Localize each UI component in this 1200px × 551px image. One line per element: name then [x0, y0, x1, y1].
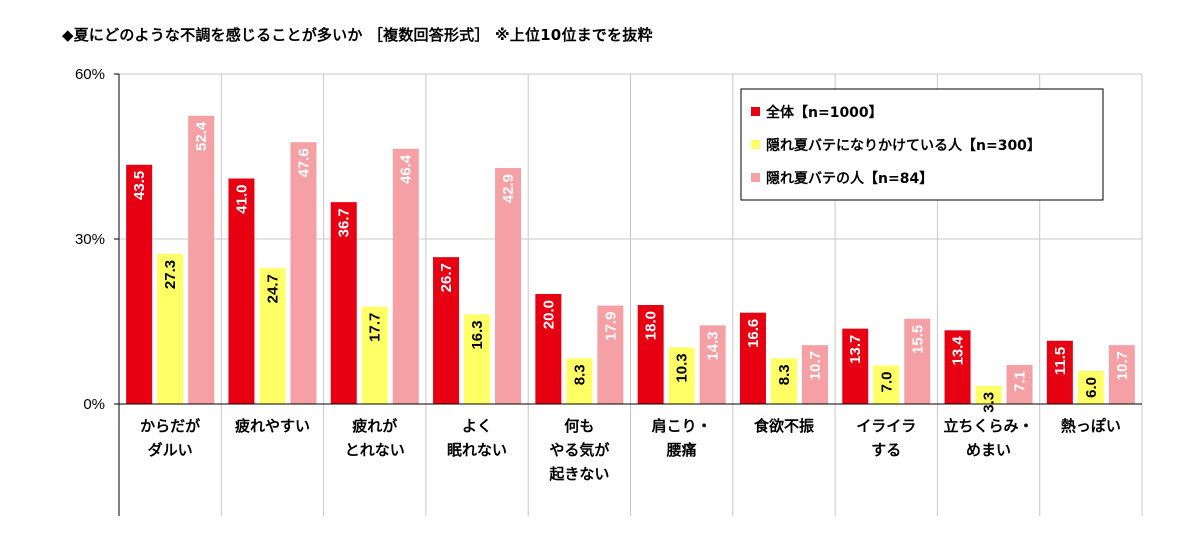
- x-tick-label: 立ちくらみ・: [944, 417, 1034, 435]
- data-label: 27.3: [162, 260, 179, 289]
- data-label: 13.7: [847, 335, 864, 364]
- bar: [597, 305, 624, 404]
- data-label: 26.7: [438, 263, 455, 292]
- x-tick-label: ダルい: [148, 441, 193, 459]
- bar: [1046, 340, 1073, 404]
- x-tick-label: 眠れない: [447, 441, 507, 459]
- data-label: 15.5: [909, 325, 926, 354]
- x-tick-label: 疲れが: [352, 417, 398, 435]
- data-label: 8.3: [776, 364, 793, 385]
- data-label: 10.7: [807, 351, 824, 380]
- bar: [464, 314, 491, 404]
- data-label: 16.6: [745, 319, 762, 348]
- bar: [392, 148, 419, 404]
- bar: [188, 115, 215, 405]
- x-tick-label: からだが: [140, 417, 201, 435]
- bar: [1006, 364, 1033, 404]
- data-label: 14.3: [705, 331, 722, 360]
- bar: [739, 312, 766, 404]
- bar: [637, 305, 664, 404]
- bar: [1108, 345, 1135, 404]
- data-label: 36.7: [336, 208, 353, 237]
- bar: [1077, 371, 1104, 404]
- x-tick-label: 何も: [564, 417, 594, 435]
- bar: [535, 294, 562, 404]
- bar: [228, 178, 255, 404]
- bar: [566, 358, 593, 404]
- x-tick-label: 熱っぽい: [1061, 417, 1121, 435]
- data-label: 47.6: [295, 148, 312, 177]
- data-label: 7.1: [1012, 371, 1029, 392]
- legend-swatch: [751, 173, 760, 182]
- data-label: 24.7: [264, 274, 281, 303]
- bar: [157, 253, 184, 404]
- x-tick-label: 食欲不振: [754, 417, 814, 435]
- data-label: 42.9: [500, 174, 517, 203]
- bar: [433, 257, 460, 404]
- bar: [495, 168, 522, 404]
- x-tick-label: やる気が: [549, 441, 610, 459]
- x-tick-label: 腰痛: [666, 441, 697, 459]
- y-tick-label: 0%: [83, 396, 105, 413]
- chart-title: ◆夏にどのような不調を感じることが多いか ［複数回答形式］ ※上位10位までを抜…: [62, 26, 653, 44]
- bar: [904, 318, 931, 404]
- data-label: 11.5: [1052, 347, 1069, 375]
- bar: [259, 268, 286, 404]
- bar: [668, 347, 695, 404]
- data-label: 41.0: [233, 185, 250, 214]
- legend-swatch: [751, 107, 760, 116]
- legend-label: 隠れ夏バテの人【n=84】: [766, 170, 933, 187]
- data-label: 3.3: [981, 392, 998, 413]
- data-label: 6.0: [1083, 377, 1100, 398]
- bar: [770, 358, 797, 404]
- bar: [873, 365, 900, 404]
- x-tick-label: 起きない: [548, 465, 609, 483]
- data-label: 8.3: [571, 364, 588, 385]
- data-label: 46.4: [398, 154, 415, 184]
- data-label: 16.3: [469, 320, 486, 349]
- x-tick-label: とれない: [345, 441, 405, 459]
- y-tick-label: 30%: [75, 231, 105, 248]
- x-tick-label: めまい: [966, 441, 1011, 459]
- legend-label: 隠れ夏バテになりかけている人【n=300】: [766, 137, 1041, 154]
- data-label: 18.0: [643, 311, 660, 340]
- legend-box: [740, 88, 1104, 201]
- data-label: 17.7: [367, 313, 384, 342]
- bar: [290, 142, 317, 404]
- data-label: 10.3: [674, 353, 691, 382]
- data-label: 17.9: [602, 312, 619, 341]
- bar: [801, 345, 828, 404]
- bar: [361, 306, 388, 404]
- legend-swatch: [751, 140, 760, 149]
- data-label: 13.4: [950, 336, 967, 366]
- y-tick-label: 60%: [75, 66, 105, 83]
- data-label: 52.4: [193, 121, 210, 151]
- bar: [944, 330, 971, 404]
- bar: [842, 328, 869, 404]
- x-tick-label: する: [871, 441, 901, 459]
- data-label: 20.0: [540, 300, 557, 329]
- x-tick-label: よく: [462, 417, 492, 435]
- data-label: 7.0: [878, 372, 895, 393]
- legend-label: 全体【n=1000】: [765, 104, 883, 121]
- x-tick-label: イライラ: [856, 417, 916, 435]
- bar: [330, 202, 357, 404]
- x-tick-label: 疲れやすい: [235, 417, 310, 435]
- data-label: 43.5: [131, 171, 148, 200]
- data-label: 10.7: [1114, 351, 1131, 380]
- x-tick-label: 肩こり・: [652, 417, 712, 435]
- bar: [126, 164, 153, 404]
- bar: [975, 385, 1002, 404]
- bar: [699, 325, 726, 404]
